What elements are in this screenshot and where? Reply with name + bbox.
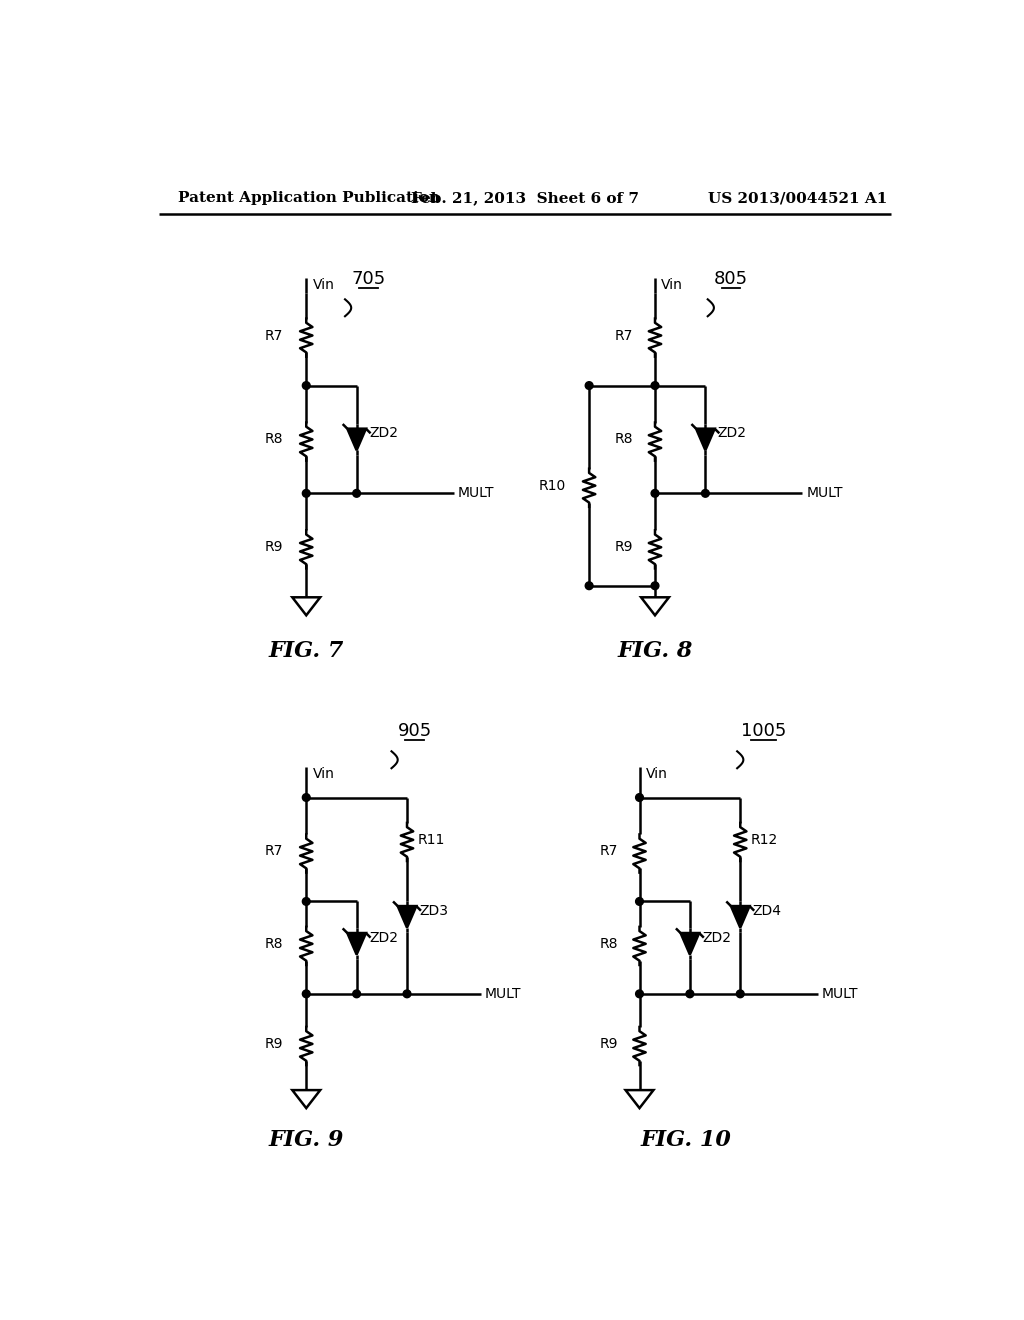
Circle shape	[636, 898, 643, 906]
Text: ZD2: ZD2	[702, 931, 731, 945]
Text: Vin: Vin	[312, 279, 334, 293]
Text: 905: 905	[397, 722, 432, 739]
Text: MULT: MULT	[458, 486, 494, 500]
Text: R10: R10	[539, 479, 566, 492]
Text: FIG. 8: FIG. 8	[617, 640, 692, 663]
Text: Patent Application Publication: Patent Application Publication	[178, 191, 440, 206]
Text: R9: R9	[264, 540, 283, 554]
Text: Vin: Vin	[646, 767, 668, 781]
Polygon shape	[681, 933, 699, 954]
Text: ZD3: ZD3	[420, 904, 449, 917]
Text: R9: R9	[264, 1038, 283, 1051]
Text: R7: R7	[264, 329, 283, 342]
Polygon shape	[347, 933, 366, 954]
Circle shape	[686, 990, 693, 998]
Text: R7: R7	[615, 329, 633, 342]
Circle shape	[352, 490, 360, 498]
Text: ZD2: ZD2	[369, 426, 398, 441]
Circle shape	[636, 990, 643, 998]
Circle shape	[651, 582, 658, 590]
Text: 805: 805	[714, 269, 748, 288]
Text: MULT: MULT	[806, 486, 843, 500]
Text: Vin: Vin	[662, 279, 683, 293]
Polygon shape	[397, 906, 417, 928]
Text: Vin: Vin	[312, 767, 334, 781]
Text: FIG. 7: FIG. 7	[268, 640, 344, 663]
Text: R8: R8	[614, 433, 633, 446]
Text: MULT: MULT	[484, 987, 521, 1001]
Circle shape	[736, 990, 744, 998]
Text: MULT: MULT	[821, 987, 858, 1001]
Circle shape	[302, 490, 310, 498]
Text: Feb. 21, 2013  Sheet 6 of 7: Feb. 21, 2013 Sheet 6 of 7	[411, 191, 639, 206]
Circle shape	[302, 990, 310, 998]
Text: R12: R12	[751, 833, 778, 847]
Text: R7: R7	[599, 845, 617, 858]
Text: 705: 705	[351, 269, 385, 288]
Circle shape	[302, 898, 310, 906]
Circle shape	[403, 990, 411, 998]
Text: US 2013/0044521 A1: US 2013/0044521 A1	[709, 191, 888, 206]
Circle shape	[302, 381, 310, 389]
Circle shape	[586, 582, 593, 590]
Circle shape	[651, 490, 658, 498]
Text: ZD2: ZD2	[369, 931, 398, 945]
Text: R11: R11	[418, 833, 445, 847]
Text: R7: R7	[264, 845, 283, 858]
Text: R8: R8	[599, 937, 617, 950]
Circle shape	[651, 381, 658, 389]
Text: R8: R8	[264, 433, 283, 446]
Text: FIG. 10: FIG. 10	[641, 1129, 731, 1151]
Text: R8: R8	[264, 937, 283, 950]
Text: FIG. 9: FIG. 9	[268, 1129, 344, 1151]
Text: 1005: 1005	[740, 722, 786, 739]
Circle shape	[352, 990, 360, 998]
Circle shape	[586, 381, 593, 389]
Circle shape	[701, 490, 710, 498]
Text: R9: R9	[599, 1038, 617, 1051]
Text: ZD4: ZD4	[753, 904, 781, 917]
Polygon shape	[731, 906, 750, 928]
Polygon shape	[347, 429, 366, 450]
Text: R9: R9	[614, 540, 633, 554]
Text: ZD2: ZD2	[718, 426, 746, 441]
Circle shape	[302, 793, 310, 801]
Circle shape	[636, 793, 643, 801]
Polygon shape	[696, 429, 715, 450]
